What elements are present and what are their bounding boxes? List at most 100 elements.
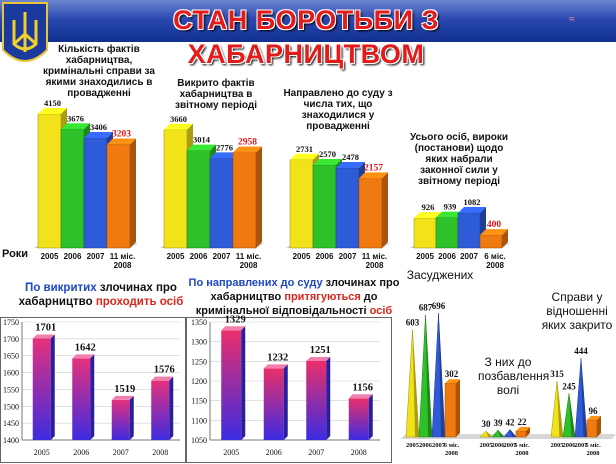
cone-chart3-cone-shade [557, 380, 563, 437]
title-part-2: злочинах про хабарництво [210, 277, 400, 303]
chart5-value-label: 1519 [114, 384, 135, 395]
cone-chart2-bar-top [516, 427, 530, 431]
chart5-bar [151, 380, 170, 440]
chart6-y-tick-label: 1150 [191, 397, 207, 406]
chart3-bar-top [290, 153, 319, 160]
bottom-mid-title: По направлених до суду злочинах про хаба… [188, 276, 400, 318]
chart3-value-label: 2157 [364, 163, 383, 173]
cone-chart3-bar-top [587, 415, 601, 420]
cone-chart3-tick-label: 2008 [587, 450, 601, 457]
chart3-bar [335, 167, 360, 249]
chart1-tick-label: 2006 [64, 252, 82, 261]
chart6-value-label: 1329 [225, 314, 246, 325]
chart2-tick-label: 2008 [240, 261, 258, 270]
chart4-bar-top [458, 207, 486, 214]
chart6-value-label: 1251 [310, 345, 331, 356]
chart6-tick-label: 2008 [351, 448, 367, 457]
chart5-bar [111, 399, 130, 440]
chart4-tick-label: 2007 [460, 252, 478, 261]
cone-chart2-bar-side [526, 427, 530, 437]
chart3-bar [289, 159, 314, 249]
chart4-tick-label: 2006 [438, 252, 456, 261]
chart5-y-tick-label: 1400 [3, 436, 19, 445]
chart5-tick-label: 2007 [113, 448, 129, 457]
chart4-bar-top [480, 229, 508, 236]
chart2-value-label: 2958 [238, 137, 257, 147]
chart3-bar-side [382, 172, 388, 248]
chart5-bar-top [111, 395, 134, 400]
chart6-bar-top [306, 356, 331, 361]
cone-chart3-tick-label: 2005 [551, 442, 565, 449]
chart6-y-tick-label: 1250 [191, 357, 207, 366]
chart4-value-label: 926 [422, 202, 435, 212]
chart5-tick-label: 2006 [73, 448, 89, 457]
chart1-bar [106, 144, 131, 249]
cone-chart2-tick-label: 2006 [492, 442, 506, 449]
chart6-value-label: 1156 [353, 382, 373, 393]
chart6-bar-side [368, 394, 373, 440]
cone-chart2-value-label: 42 [506, 417, 516, 427]
chart2-value-label: 2776 [216, 142, 233, 152]
chart2-bar [232, 152, 257, 249]
cone-chart2-value-label: 30 [482, 419, 492, 429]
chart5-bar [72, 358, 91, 440]
chart2-tick-label: 11 міс. [236, 252, 262, 261]
cone-chart2-cone-shade [486, 431, 492, 437]
chart2-bar-side [256, 146, 262, 248]
title-part-5: осіб [369, 305, 393, 317]
cone-chart1-tick-label: 2008 [445, 450, 459, 457]
cone-chart1-bar [444, 382, 457, 438]
chart6-bar-side [283, 364, 288, 440]
cone-chart2-value-label: 22 [518, 417, 528, 427]
cone-chart1-cone-shade [438, 313, 445, 437]
chart5-bar-side [90, 354, 95, 440]
title-part-3: притягуються [284, 291, 361, 303]
chart5-bar-top [151, 376, 174, 381]
chart4-value-label: 939 [444, 202, 457, 212]
chart2-bar [163, 129, 188, 249]
cone-chart3-bar [586, 419, 598, 438]
cone-chart2-cone-shade [510, 429, 516, 437]
chart4-bar [435, 217, 459, 249]
chart2-bar-top [210, 152, 239, 159]
chart5-bar [32, 338, 51, 440]
chart5-y-tick-label: 1450 [3, 419, 19, 428]
chart2-bar-top [233, 146, 262, 153]
chart3-bar-top [336, 161, 365, 168]
chart1-bar-side [130, 138, 136, 248]
chart3-value-label: 2570 [319, 149, 336, 159]
chart3-bar [312, 164, 337, 249]
chart2-value-label: 3014 [193, 135, 211, 145]
chart5-y-tick-label: 1700 [3, 335, 19, 344]
chart3-bar [358, 178, 383, 249]
title-part-1: По викритих [25, 282, 97, 294]
chart6-y-tick-label: 1200 [191, 377, 207, 386]
chart5-y-tick-label: 1650 [3, 352, 19, 361]
note-cases: Справи у відношенні яких закрито [541, 290, 613, 332]
chart5-value-label: 1701 [35, 323, 56, 334]
chart6-tick-label: 2007 [308, 448, 324, 457]
cone-chart1-value-label: 603 [406, 318, 420, 328]
title-part-4: до кримінальної відповідальності [195, 291, 378, 317]
title-part-3: проходить осіб [95, 296, 184, 308]
chart6-bar [306, 360, 327, 440]
chart5-value-label: 1576 [154, 365, 175, 376]
cone-chart2-tick-label: 2005 [480, 442, 494, 449]
cone-chart2-tick-label: 2007 [504, 442, 518, 449]
cone-chart3-tick-label: 2006 [563, 442, 577, 449]
chart4-tick-label: 2005 [416, 252, 434, 261]
cone-chart3-bar-side [597, 415, 601, 437]
corner-mark: ≈ [569, 14, 575, 25]
cone-chart3-cone-shade [569, 393, 575, 437]
chart4-bar-top [436, 211, 464, 218]
cone-chart2-value-label: 39 [494, 418, 504, 428]
panel2-caption: Викрито фактів хабарництва в звітному пе… [174, 78, 257, 111]
cone-chart2-cone-shade [498, 429, 504, 437]
chart2-value-label: 3660 [170, 114, 187, 124]
cone-chart1-bar-top [445, 379, 460, 384]
header-bar [0, 0, 616, 42]
cone-chart1-tick-label: 2007 [432, 442, 446, 449]
cone-chart3-value-label: 315 [550, 369, 564, 379]
